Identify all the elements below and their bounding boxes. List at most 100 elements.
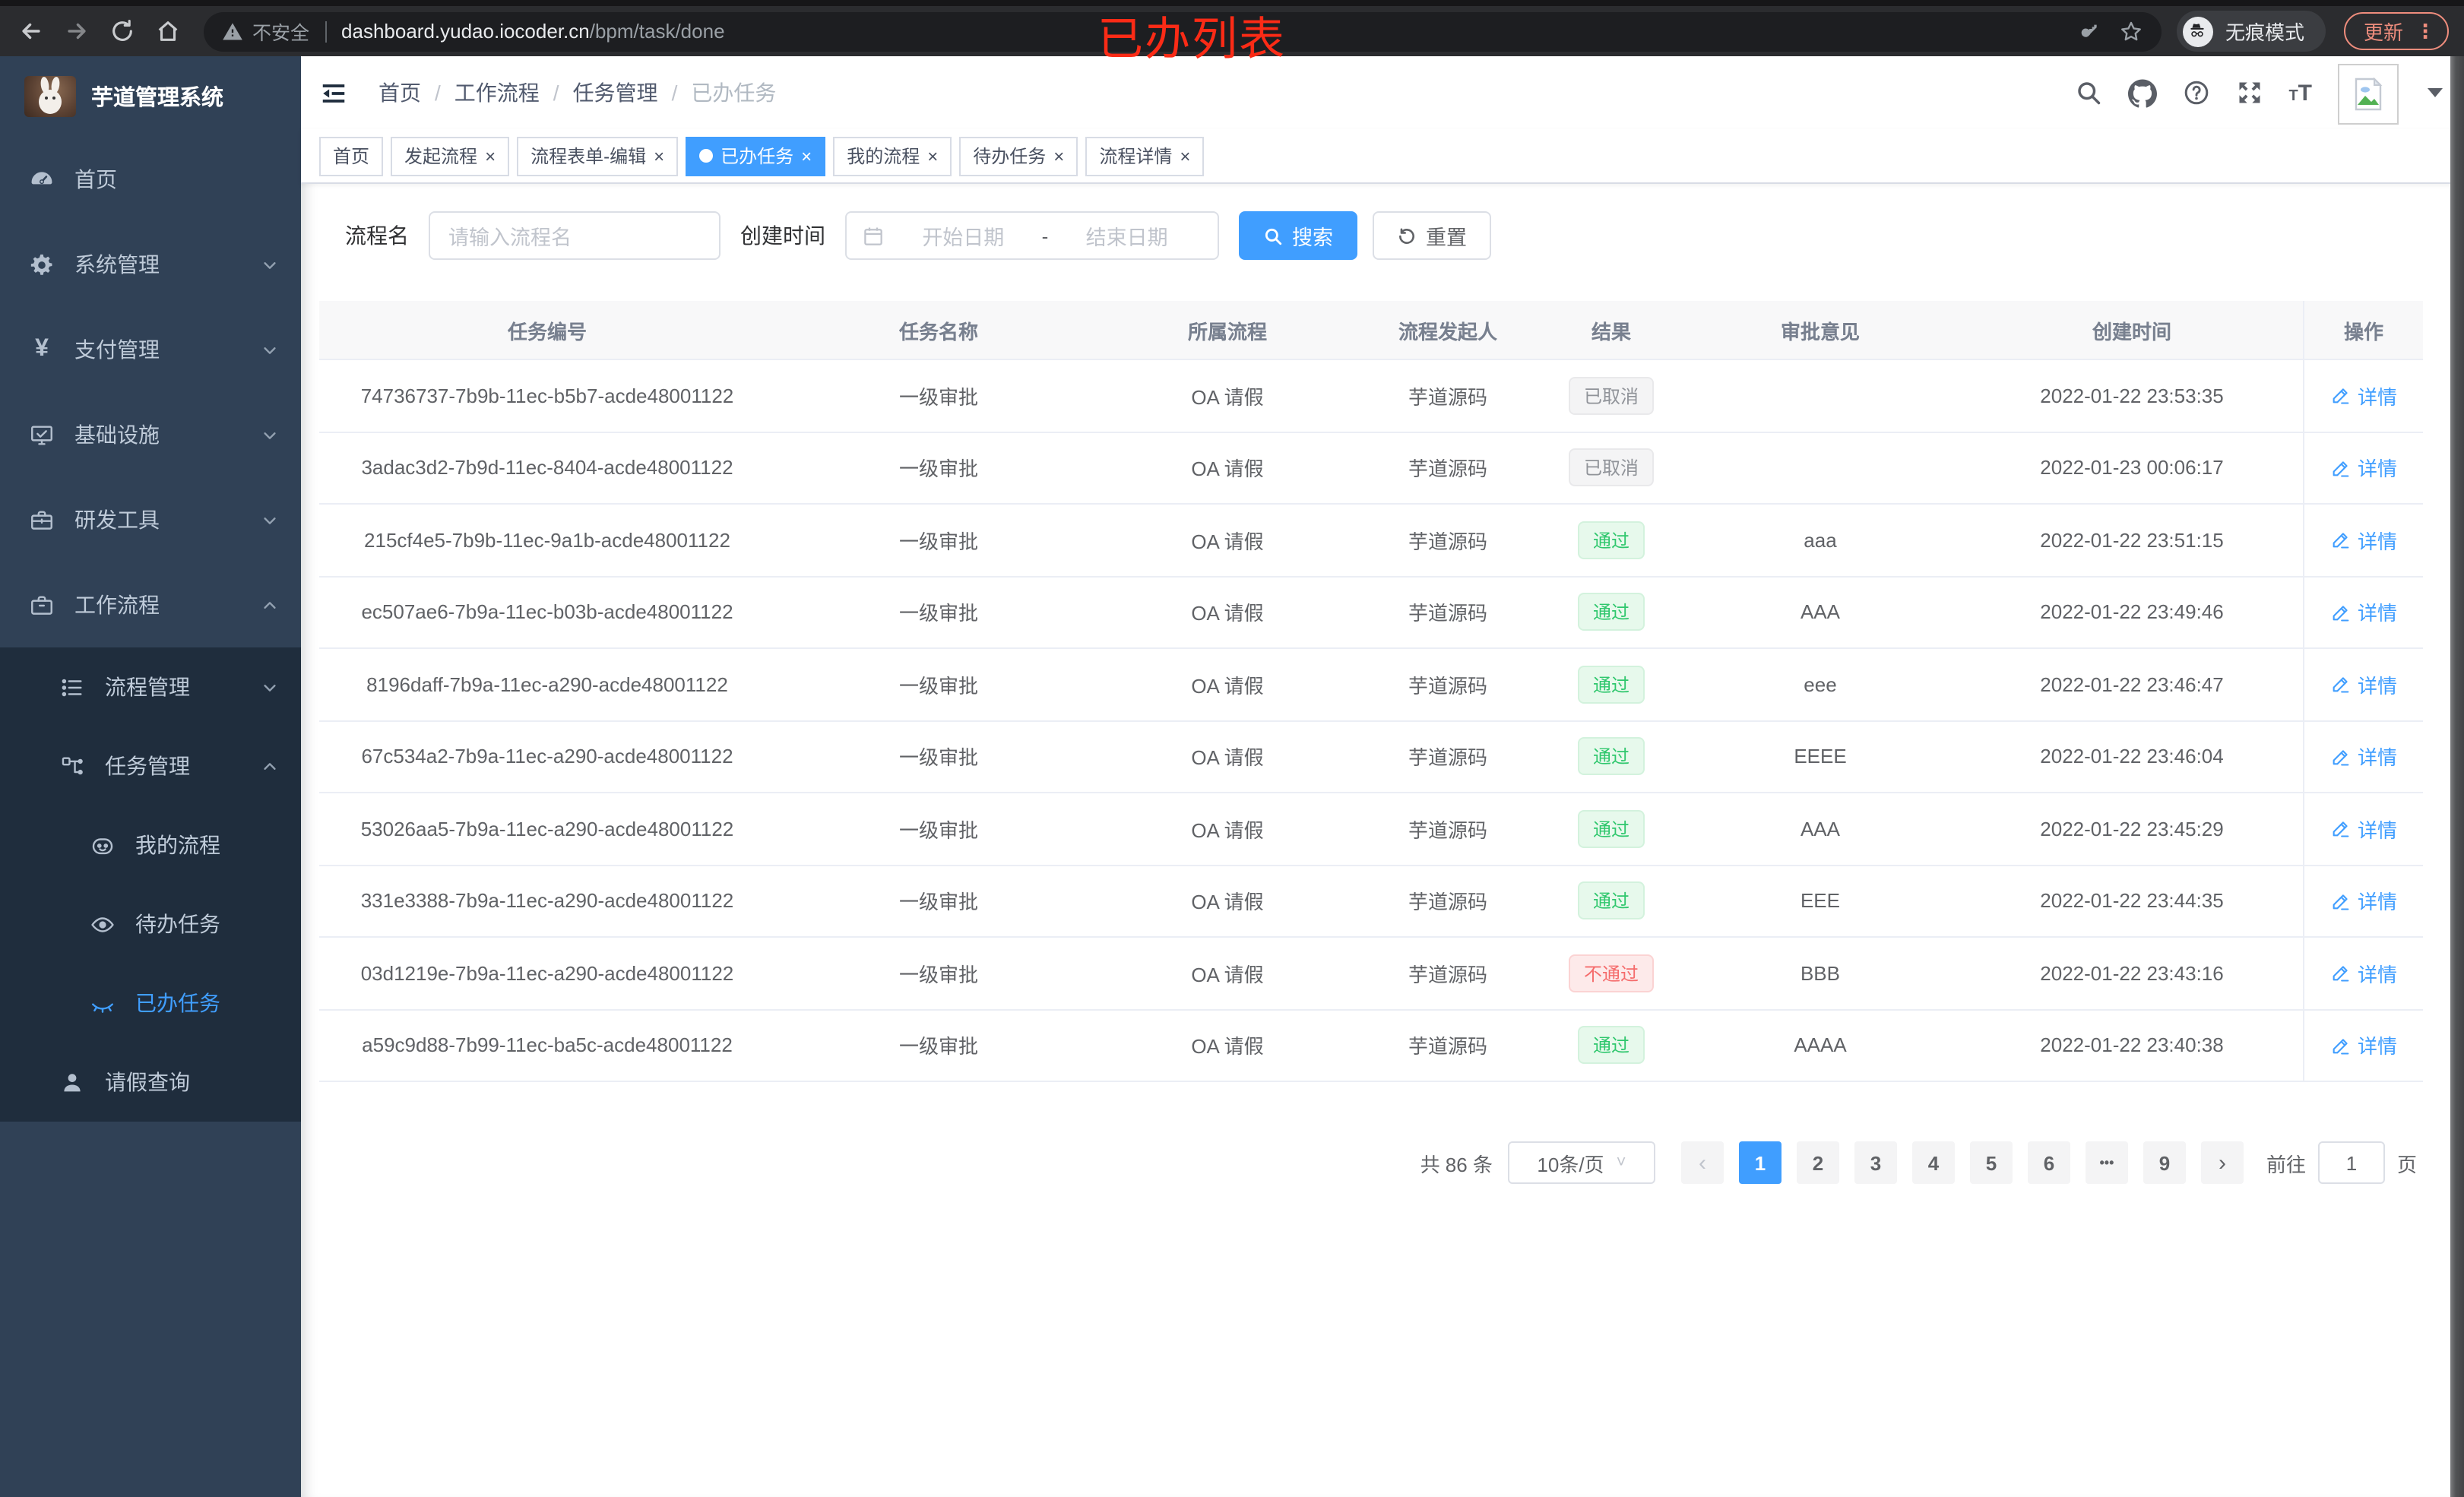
start-date-placeholder[interactable]: 开始日期 — [922, 226, 1005, 249]
avatar-caret-icon[interactable] — [2428, 88, 2443, 97]
tab-close-icon[interactable]: × — [1180, 145, 1191, 166]
browser-home-icon[interactable] — [149, 13, 185, 49]
prev-page-button[interactable]: ‹ — [1680, 1141, 1724, 1184]
tab-2[interactable]: 流程表单-编辑 × — [517, 136, 679, 176]
reset-refresh-icon — [1399, 227, 1414, 243]
end-date-placeholder[interactable]: 结束日期 — [1085, 226, 1168, 249]
window-scrollbar[interactable] — [2450, 56, 2464, 1497]
breadcrumb-item-2[interactable]: 任务管理 — [572, 81, 658, 105]
tab-close-icon[interactable]: × — [485, 145, 496, 166]
url-divider — [325, 21, 327, 42]
sidebar-item-11[interactable]: 请假查询 — [0, 1043, 301, 1122]
starter-cell: 芋道源码 — [1408, 818, 1487, 842]
tab-close-icon[interactable]: × — [1053, 145, 1065, 166]
reset-button[interactable]: 重置 — [1373, 211, 1491, 260]
created-cell: 2022-01-22 23:51:15 — [2040, 528, 2224, 552]
sidebar-item-label: 系统管理 — [74, 252, 160, 277]
tab-6[interactable]: 流程详情 × — [1085, 136, 1205, 176]
detail-link[interactable]: 详情 — [2330, 526, 2397, 555]
github-icon[interactable] — [2127, 78, 2157, 107]
tab-close-icon[interactable]: × — [801, 145, 812, 166]
briefcase-icon — [29, 592, 55, 618]
starter-cell: 芋道源码 — [1408, 674, 1487, 698]
chevron-down-icon — [261, 256, 278, 273]
sidebar-item-3[interactable]: 基础设施 — [0, 392, 301, 477]
address-bar[interactable]: 不安全 dashboard.yudao.iocoder.cn/bpm/task/… — [204, 11, 2162, 51]
sidebar-item-2[interactable]: ¥ 支付管理 — [0, 307, 301, 392]
browser-forward-icon[interactable] — [58, 13, 94, 49]
more-pages-button[interactable]: ••• — [2085, 1141, 2128, 1184]
breadcrumb-item-1[interactable]: 工作流程 — [454, 81, 540, 105]
fullscreen-icon[interactable] — [2235, 79, 2263, 106]
status-badge: 通过 — [1577, 593, 1645, 631]
tab-3[interactable]: 已办任务 × — [686, 136, 826, 176]
action-cell: 详情 — [2303, 1010, 2423, 1081]
process-name-input[interactable]: 请输入流程名 — [429, 211, 721, 260]
comment-cell: AAA — [1800, 817, 1840, 840]
detail-link[interactable]: 详情 — [2330, 815, 2397, 843]
page-button-3[interactable]: 3 — [1854, 1141, 1897, 1184]
next-page-button[interactable]: › — [2200, 1141, 2244, 1184]
tab-5[interactable]: 待办任务 × — [959, 136, 1078, 176]
browser-reload-icon[interactable] — [103, 13, 140, 49]
breadcrumb-item-0[interactable]: 首页 — [378, 81, 421, 105]
tab-1[interactable]: 发起流程 × — [391, 136, 510, 176]
detail-link[interactable]: 详情 — [2330, 454, 2397, 483]
search-icon[interactable] — [2074, 79, 2101, 106]
sidebar-item-9[interactable]: 待办任务 — [0, 885, 301, 964]
sidebar-item-0[interactable]: 首页 — [0, 137, 301, 222]
not-secure-icon[interactable] — [222, 21, 243, 42]
update-button[interactable]: 更新 ⋮ — [2343, 12, 2449, 50]
sidebar-item-6[interactable]: 流程管理 — [0, 647, 301, 726]
sidebar-fold-icon[interactable] — [319, 78, 348, 107]
sidebar-item-7[interactable]: 任务管理 — [0, 726, 301, 805]
edit-pencil-icon — [2330, 1035, 2352, 1056]
detail-link[interactable]: 详情 — [2330, 959, 2397, 988]
security-label[interactable]: 不安全 — [252, 23, 310, 44]
sidebar-item-1[interactable]: 系统管理 — [0, 222, 301, 307]
page-button-6[interactable]: 6 — [2027, 1141, 2070, 1184]
goto-page-input[interactable]: 1 — [2317, 1141, 2385, 1184]
date-range-input[interactable]: 开始日期 - 结束日期 — [845, 211, 1219, 260]
browser-back-icon[interactable] — [12, 13, 49, 49]
page-button-4[interactable]: 4 — [1911, 1141, 1955, 1184]
page-button-5[interactable]: 5 — [1969, 1141, 2013, 1184]
page-button-1[interactable]: 1 — [1738, 1141, 1781, 1184]
search-button[interactable]: 搜索 — [1239, 211, 1357, 260]
created-cell: 2022-01-22 23:46:04 — [2040, 745, 2224, 768]
sidebar-item-label: 流程管理 — [105, 675, 190, 699]
task-id-cell: 3adac3d2-7b9d-11ec-8404-acde48001122 — [361, 456, 733, 479]
page-size-select[interactable]: 10条/页 ˅ — [1507, 1141, 1655, 1184]
sidebar-item-8[interactable]: 我的流程 — [0, 805, 301, 885]
detail-link[interactable]: 详情 — [2330, 887, 2397, 916]
sidebar-item-10[interactable]: 已办任务 — [0, 964, 301, 1043]
detail-link[interactable]: 详情 — [2330, 381, 2397, 410]
avatar[interactable] — [2338, 64, 2399, 125]
tab-close-icon[interactable]: × — [654, 145, 665, 166]
browser-menu-icon[interactable]: ⋮ — [2415, 19, 2435, 42]
page-button-2[interactable]: 2 — [1796, 1141, 1839, 1184]
password-key-icon[interactable] — [2073, 19, 2098, 43]
starter-cell: 芋道源码 — [1408, 530, 1487, 553]
app-logo-row[interactable]: 芋道管理系统 — [0, 56, 301, 137]
starter-cell: 芋道源码 — [1408, 746, 1487, 770]
detail-link[interactable]: 详情 — [2330, 742, 2397, 771]
sidebar-item-5[interactable]: 工作流程 — [0, 562, 301, 647]
detail-link[interactable]: 详情 — [2330, 1031, 2397, 1060]
detail-link[interactable]: 详情 — [2330, 670, 2397, 699]
status-badge: 已取消 — [1568, 448, 1654, 487]
help-icon[interactable] — [2182, 79, 2209, 106]
comment-cell: eee — [1804, 673, 1837, 696]
tab-0[interactable]: 首页 — [319, 136, 384, 176]
tab-close-icon[interactable]: × — [927, 145, 939, 166]
bookmark-star-icon[interactable] — [2119, 19, 2143, 43]
sidebar-item-label: 基础设施 — [74, 423, 160, 447]
url-text[interactable]: dashboard.yudao.iocoder.cn/bpm/task/done — [341, 20, 725, 43]
sidebar-item-label: 待办任务 — [135, 912, 220, 936]
select-caret-icon: ˅ — [1616, 1154, 1626, 1172]
sidebar-item-4[interactable]: 研发工具 — [0, 477, 301, 562]
tab-4[interactable]: 我的流程 × — [833, 136, 952, 176]
detail-link[interactable]: 详情 — [2330, 598, 2397, 627]
page-button-9[interactable]: 9 — [2143, 1141, 2186, 1184]
